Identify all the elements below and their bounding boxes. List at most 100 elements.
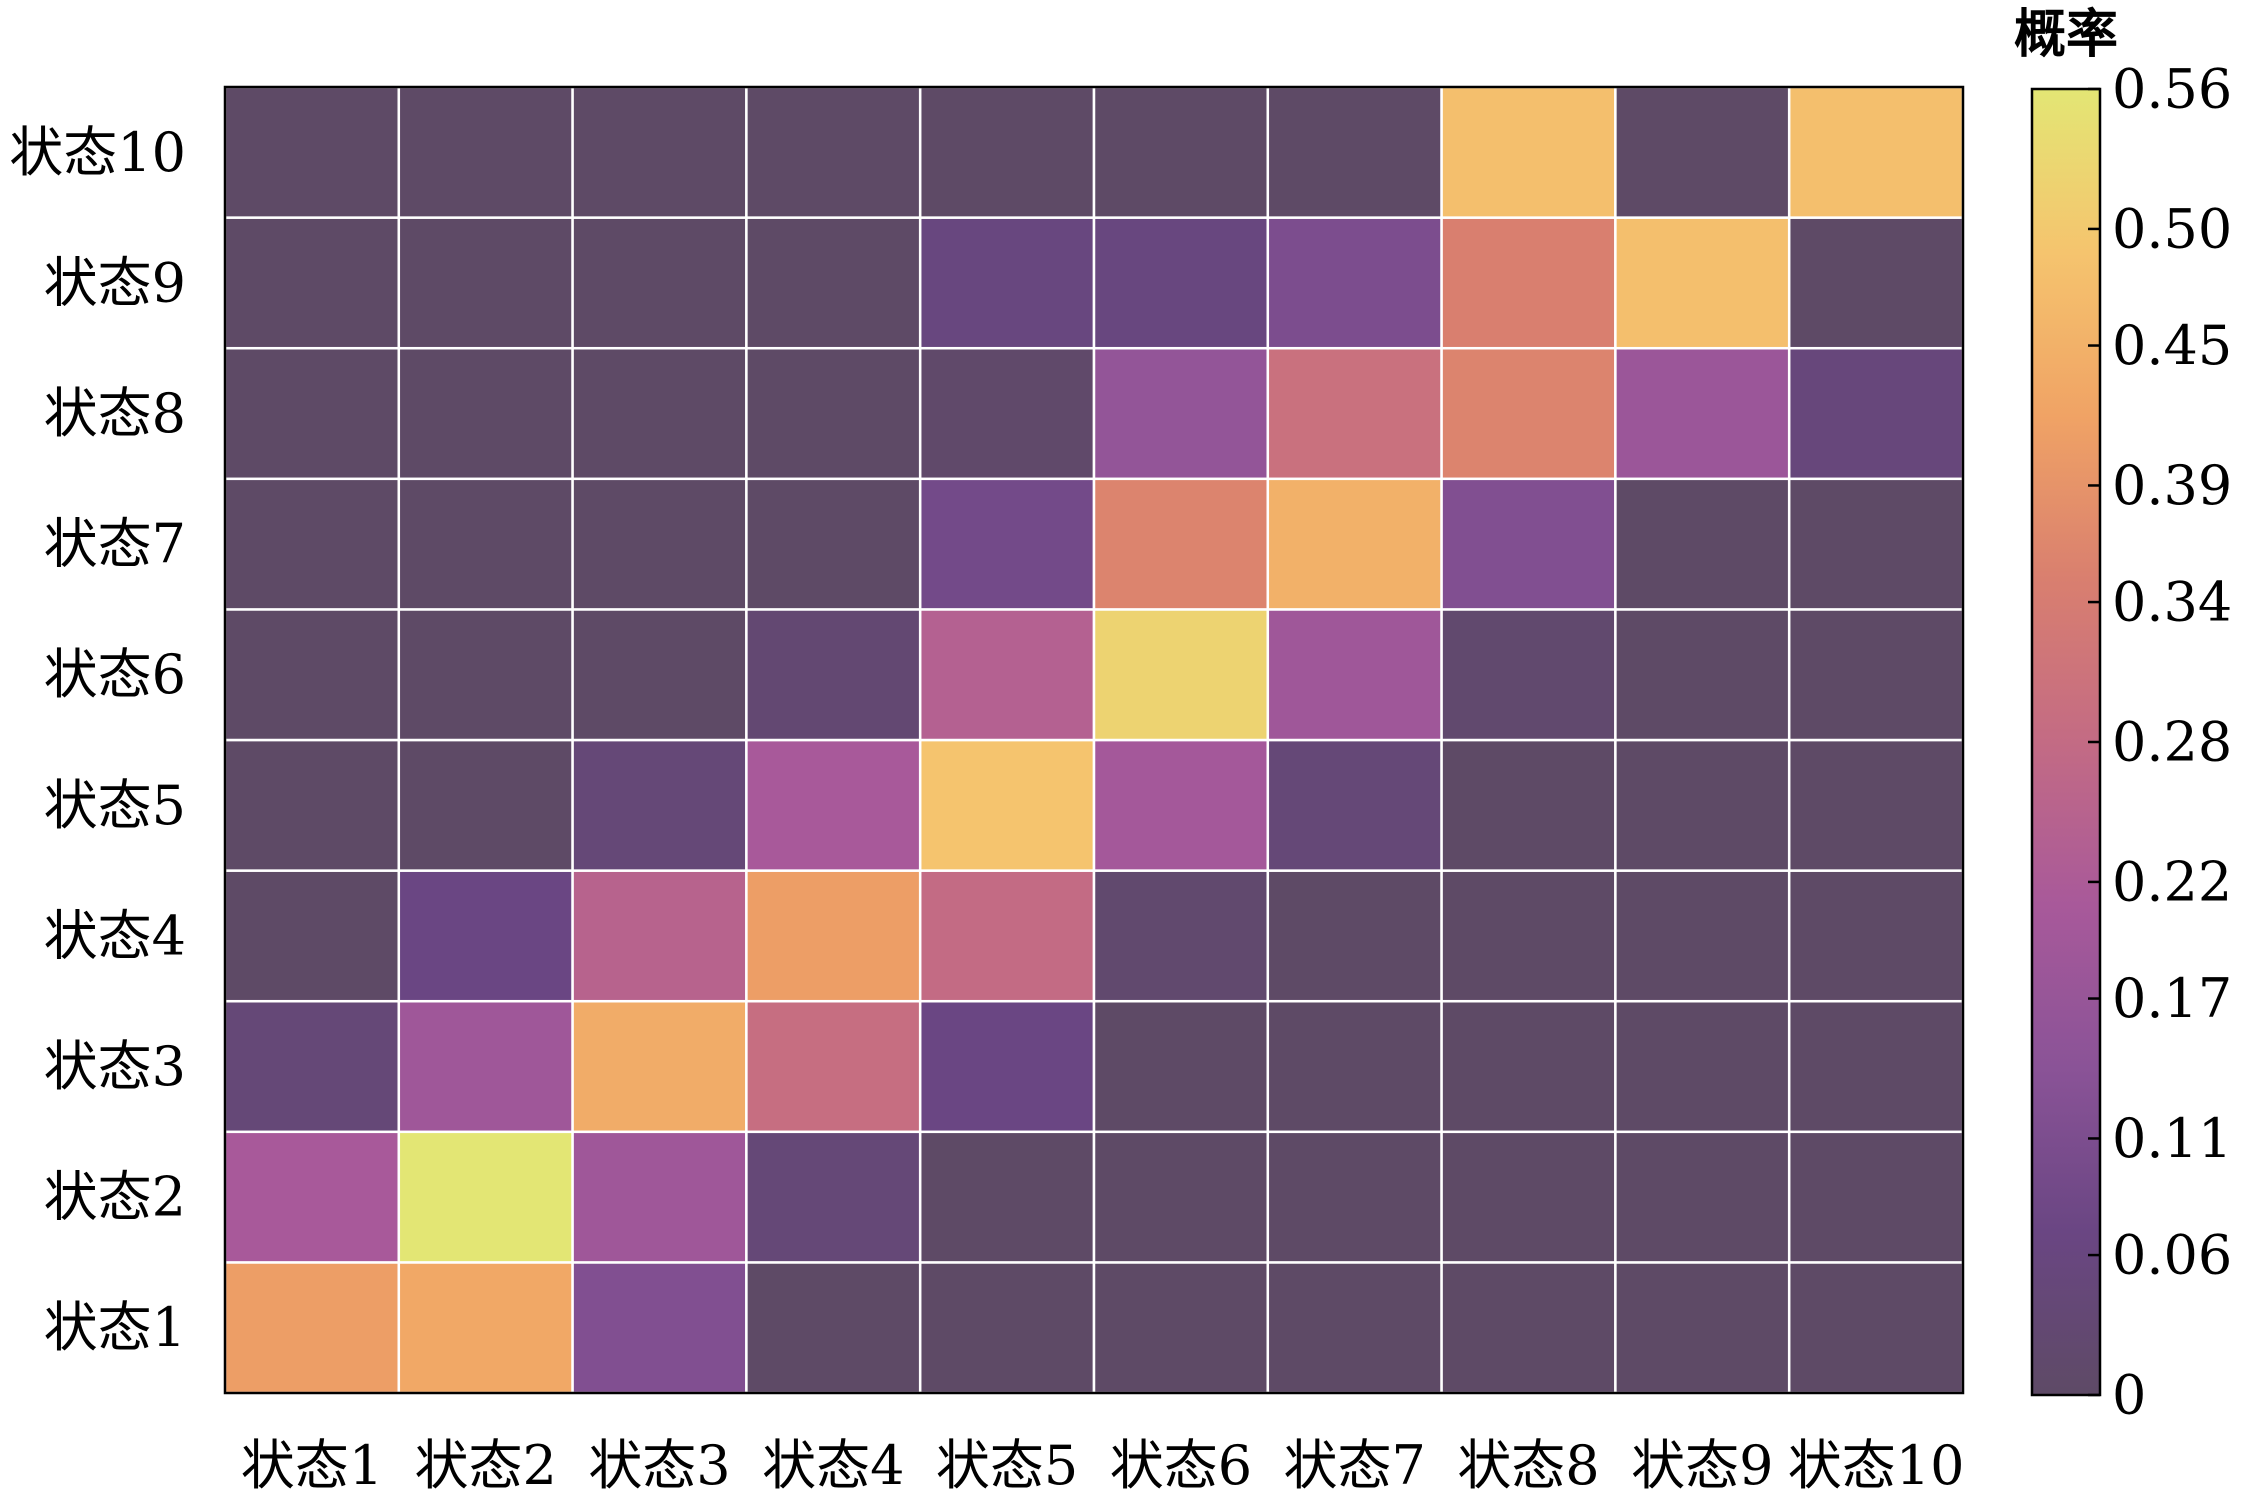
heatmap-cell-10-8 — [1440, 85, 1617, 219]
x-tick-label: 状态10 — [1788, 1434, 1965, 1497]
heatmap-cell-10-4 — [745, 85, 922, 219]
heatmap-cell-2-10 — [1787, 1130, 1965, 1264]
heatmap-cell-3-2 — [397, 999, 574, 1134]
heatmap-cell-7-1 — [223, 477, 401, 611]
heatmap-cell-6-1 — [223, 608, 401, 742]
heatmap-cell-5-3 — [571, 738, 748, 872]
heatmap-cell-8-10 — [1787, 346, 1965, 481]
heatmap-cell-5-8 — [1440, 738, 1617, 872]
x-tick-label: 状态9 — [1631, 1434, 1773, 1497]
heatmap-cell-1-8 — [1440, 1261, 1617, 1395]
colorbar-tick-label: 0.11 — [2112, 1107, 2232, 1170]
heatmap-cell-5-4 — [745, 738, 922, 872]
heatmap-cell-7-10 — [1787, 477, 1965, 611]
y-tick-label: 状态3 — [44, 1035, 186, 1098]
heatmap-cell-6-8 — [1440, 608, 1617, 742]
heatmap-cell-7-5 — [918, 477, 1096, 611]
y-tick-label: 状态5 — [44, 774, 186, 837]
heatmap-cell-2-8 — [1440, 1130, 1617, 1264]
heatmap-cell-1-1 — [223, 1261, 401, 1395]
heatmap-cell-6-10 — [1787, 608, 1965, 742]
heatmap-cell-1-9 — [1614, 1261, 1791, 1395]
heatmap-cell-9-9 — [1614, 216, 1791, 350]
heatmap-cell-3-7 — [1266, 999, 1443, 1134]
heatmap-cell-8-1 — [223, 346, 401, 481]
heatmap-cell-4-7 — [1266, 869, 1443, 1003]
heatmap-cell-10-7 — [1266, 85, 1443, 219]
x-tick-label: 状态6 — [1110, 1434, 1252, 1497]
heatmap-cell-1-4 — [745, 1261, 922, 1395]
y-tick-label: 状态10 — [9, 121, 186, 184]
heatmap-cell-5-9 — [1614, 738, 1791, 872]
heatmap-cell-6-5 — [918, 608, 1096, 742]
x-tick-label: 状态2 — [415, 1434, 557, 1497]
heatmap-cell-2-3 — [571, 1130, 748, 1264]
heatmap-cell-8-7 — [1266, 346, 1443, 481]
heatmap-cell-10-3 — [571, 85, 748, 219]
heatmap-cell-4-2 — [397, 869, 574, 1003]
colorbar-tick-label: 0.45 — [2112, 314, 2232, 377]
heatmap-cell-2-4 — [745, 1130, 922, 1264]
heatmap-cell-6-3 — [571, 608, 748, 742]
heatmap-cell-10-5 — [918, 85, 1096, 219]
heatmap-cell-8-9 — [1614, 346, 1791, 481]
heatmap-cell-3-8 — [1440, 999, 1617, 1134]
heatmap-cell-4-8 — [1440, 869, 1617, 1003]
heatmap-cell-2-9 — [1614, 1130, 1791, 1264]
heatmap-cell-3-4 — [745, 999, 922, 1134]
heatmap-cell-5-6 — [1092, 738, 1270, 872]
heatmap-cell-9-8 — [1440, 216, 1617, 350]
heatmap-cell-9-6 — [1092, 216, 1270, 350]
heatmap-cell-9-1 — [223, 216, 401, 350]
y-tick-label: 状态2 — [44, 1166, 186, 1229]
heatmap-cell-2-1 — [223, 1130, 401, 1264]
y-tick-label: 状态8 — [44, 382, 186, 445]
heatmap-cell-3-5 — [918, 999, 1096, 1134]
colorbar-tick-label: 0.56 — [2112, 58, 2232, 121]
colorbar-tick-label: 0.22 — [2112, 850, 2232, 913]
heatmap-cell-4-1 — [223, 869, 401, 1003]
heatmap-cell-4-10 — [1787, 869, 1965, 1003]
heatmap-cell-6-7 — [1266, 608, 1443, 742]
heatmap-cell-3-9 — [1614, 999, 1791, 1134]
heatmap-cell-5-2 — [397, 738, 574, 872]
heatmap-cell-10-2 — [397, 85, 574, 219]
heatmap-cell-8-4 — [745, 346, 922, 481]
x-tick-label: 状态8 — [1457, 1434, 1599, 1497]
heatmap-cell-7-4 — [745, 477, 922, 611]
heatmap-cell-8-3 — [571, 346, 748, 481]
heatmap-cell-8-2 — [397, 346, 574, 481]
heatmap-cell-3-1 — [223, 999, 401, 1134]
heatmap-cell-6-6 — [1092, 608, 1270, 742]
heatmap-cell-9-4 — [745, 216, 922, 350]
heatmap-cell-1-7 — [1266, 1261, 1443, 1395]
heatmap-cell-1-3 — [571, 1261, 748, 1395]
heatmap-cell-7-9 — [1614, 477, 1791, 611]
heatmap-cell-10-10 — [1787, 85, 1965, 219]
heatmap-cell-4-5 — [918, 869, 1096, 1003]
x-tick-label: 状态3 — [588, 1434, 730, 1497]
x-tick-label: 状态1 — [241, 1434, 383, 1497]
y-tick-label: 状态1 — [44, 1296, 186, 1359]
heatmap-cell-8-8 — [1440, 346, 1617, 481]
heatmap-cell-8-5 — [918, 346, 1096, 481]
colorbar-tick-label: 0.50 — [2112, 197, 2232, 260]
heatmap-cells — [223, 85, 1965, 1395]
heatmap-cell-7-3 — [571, 477, 748, 611]
heatmap-cell-4-9 — [1614, 869, 1791, 1003]
heatmap-cell-10-6 — [1092, 85, 1270, 219]
heatmap-cell-1-2 — [397, 1261, 574, 1395]
colorbar: 概率 0 0.06 0.11 0.17 0.22 0.28 0.34 0.39 0.45 0.50 0… — [2014, 5, 2232, 1427]
colorbar-tick-label: 0.39 — [2112, 454, 2232, 517]
heatmap-cell-9-2 — [397, 216, 574, 350]
heatmap-cell-8-6 — [1092, 346, 1270, 481]
heatmap-cell-10-9 — [1614, 85, 1791, 219]
heatmap-cell-6-2 — [397, 608, 574, 742]
y-tick-label: 状态9 — [44, 251, 186, 314]
x-tick-label: 状态5 — [936, 1434, 1078, 1497]
x-tick-label: 状态7 — [1284, 1434, 1426, 1497]
x-tick-label: 状态4 — [762, 1434, 904, 1497]
heatmap-cell-1-10 — [1787, 1261, 1965, 1395]
heatmap-cell-9-5 — [918, 216, 1096, 350]
